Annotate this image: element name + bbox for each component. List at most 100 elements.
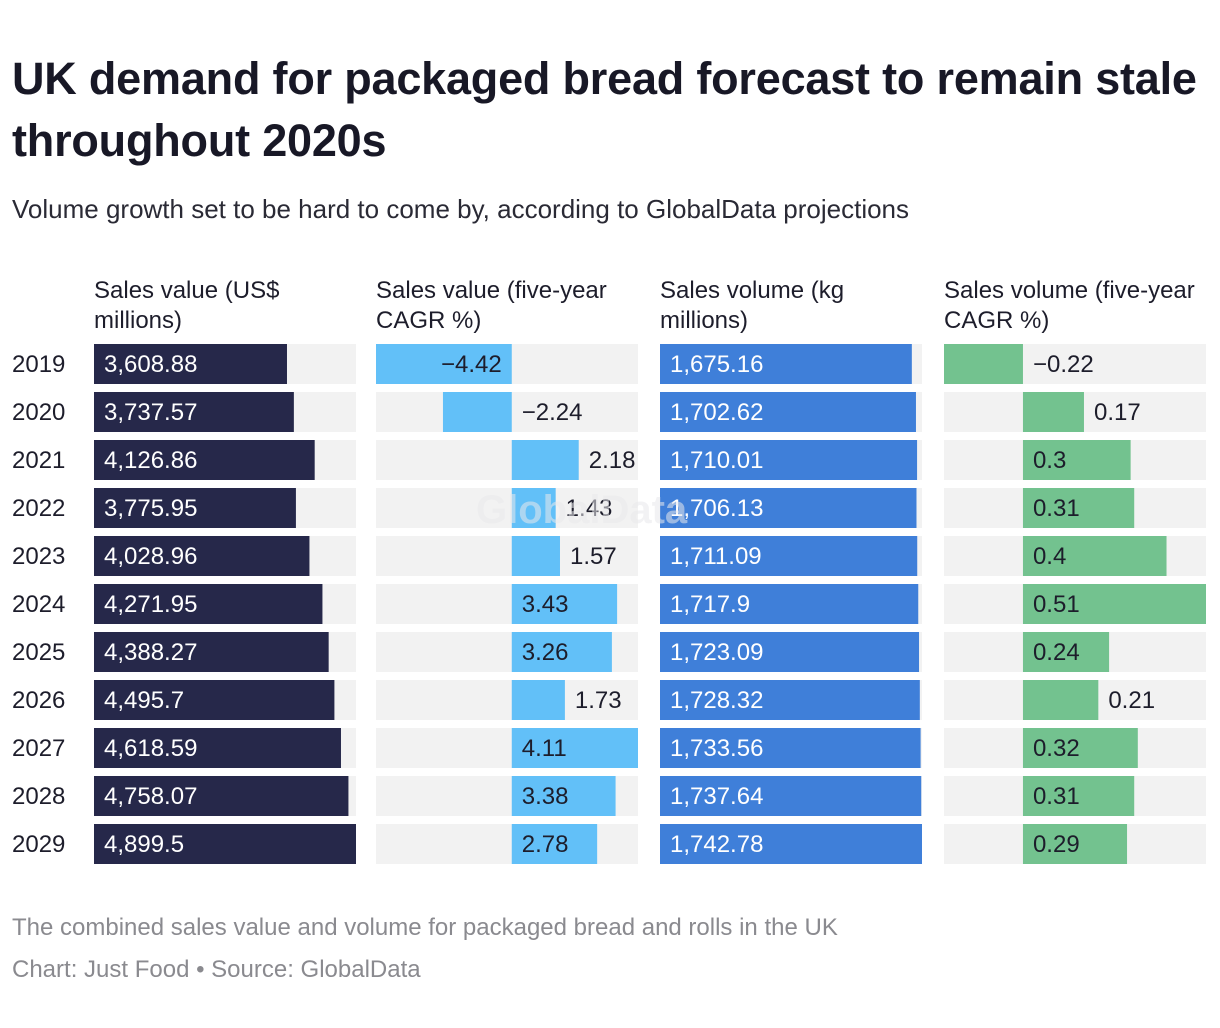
row-label-2026: 2026 (12, 687, 65, 714)
data-label-col4-2019: −0.22 (1033, 351, 1094, 378)
data-label-col1-2020: 3,737.57 (104, 399, 197, 426)
data-label-col4-2022: 0.31 (1033, 495, 1080, 522)
bar-col1-2023 (94, 536, 310, 576)
column-header-4-line-1: Sales volume (five-year (944, 277, 1195, 304)
bar-col4-2026 (1022, 680, 1099, 720)
bar-col2-2019 (376, 344, 512, 384)
data-label-col2-2022: 1.43 (566, 495, 613, 522)
column-header-3-line-2: millions) (660, 307, 748, 334)
bar-col1-2021 (94, 440, 315, 480)
data-label-col2-2024: 3.43 (522, 591, 569, 618)
bar-table-chart: 2019 2020 2021 2022 2023 2024 2025 2026 2027 2028… (12, 277, 1206, 864)
bar-col2-2026 (511, 680, 565, 720)
bar-col2-2022 (511, 488, 556, 528)
column-header-1-line-2: millions) (94, 307, 182, 334)
bar-track-col2-2022 (376, 488, 638, 528)
bar-col2-2029 (511, 824, 598, 864)
chart-title: UK demand for packaged bread forecast to… (12, 53, 1197, 166)
bar-col2-2020 (442, 392, 512, 432)
bar-col1-2029 (94, 824, 356, 864)
bar-col1-2026 (94, 680, 335, 720)
data-label-col1-2025: 4,388.27 (104, 639, 197, 666)
data-label-col3-2026: 1,728.32 (670, 687, 763, 714)
row-label-2022: 2022 (12, 495, 65, 522)
bar-col3-2027 (660, 728, 921, 768)
bar-track-col2-2023 (376, 536, 638, 576)
data-label-col4-2025: 0.24 (1033, 639, 1080, 666)
data-label-col2-2021: 2.18 (589, 447, 636, 474)
bar-col4-2023 (1022, 536, 1167, 576)
bar-col2-2023 (511, 536, 560, 576)
data-label-col3-2027: 1,733.56 (670, 735, 763, 762)
bar-col4-2027 (1022, 728, 1138, 768)
bar-col1-2027 (94, 728, 341, 768)
bar-track-col2-2021 (376, 440, 638, 480)
bar-col1-2025 (94, 632, 329, 672)
data-label-col3-2029: 1,742.78 (670, 831, 763, 858)
row-label-2025: 2025 (12, 639, 65, 666)
data-label-col4-2028: 0.31 (1033, 783, 1080, 810)
data-label-col4-2023: 0.4 (1033, 543, 1066, 570)
row-label-2020: 2020 (12, 399, 65, 426)
data-label-col3-2021: 1,710.01 (670, 447, 763, 474)
bar-col2-2021 (511, 440, 579, 480)
bar-col3-2020 (660, 392, 916, 432)
row-label-2029: 2029 (12, 831, 65, 858)
bar-col3-2023 (660, 536, 918, 576)
bar-track-col2-2026 (376, 680, 638, 720)
data-label-col1-2024: 4,271.95 (104, 591, 197, 618)
data-label-col3-2025: 1,723.09 (670, 639, 763, 666)
bar-col2-2027 (511, 728, 638, 768)
data-label-col2-2026: 1.73 (575, 687, 622, 714)
data-label-col1-2023: 4,028.96 (104, 543, 197, 570)
bar-col3-2021 (660, 440, 918, 480)
row-label-2019: 2019 (12, 351, 65, 378)
column-header-2-line-1: Sales value (five-year (376, 277, 607, 304)
data-label-col2-2023: 1.57 (570, 543, 617, 570)
bar-col4-2020 (1022, 392, 1084, 432)
data-label-col2-2027: 4.11 (522, 735, 567, 762)
data-label-col2-2020: −2.24 (522, 399, 583, 426)
data-label-col1-2027: 4,618.59 (104, 735, 197, 762)
data-label-col4-2021: 0.3 (1033, 447, 1066, 474)
bar-col3-2022 (660, 488, 917, 528)
data-label-col3-2023: 1,711.09 (670, 543, 762, 570)
data-label-col4-2027: 0.32 (1033, 735, 1080, 762)
row-label-2024: 2024 (12, 591, 65, 618)
bar-col4-2024 (1022, 584, 1206, 624)
footer-credit: Chart: Just Food • Source: GlobalData (12, 954, 421, 986)
data-label-col2-2028: 3.38 (522, 783, 569, 810)
data-label-col2-2029: 2.78 (522, 831, 569, 858)
bar-col2-2025 (511, 632, 612, 672)
data-label-col4-2026: 0.21 (1108, 687, 1155, 714)
column-header-4-line-2: CAGR %) (944, 307, 1049, 334)
data-label-col2-2025: 3.26 (522, 639, 569, 666)
data-label-col3-2024: 1,717.9 (670, 591, 750, 618)
bar-col1-2028 (94, 776, 349, 816)
row-label-2023: 2023 (12, 543, 65, 570)
bar-col4-2021 (1022, 440, 1131, 480)
data-label-col3-2028: 1,737.64 (670, 783, 763, 810)
data-label-col3-2020: 1,702.62 (670, 399, 763, 426)
bar-col3-2029 (660, 824, 922, 864)
bar-col1-2020 (94, 392, 294, 432)
bar-col4-2029 (1022, 824, 1128, 864)
bar-col4-2022 (1022, 488, 1135, 528)
footer-note: The combined sales value and volume for … (12, 914, 838, 941)
row-label-2021: 2021 (12, 447, 65, 474)
data-label-col3-2022: 1,706.13 (670, 495, 763, 522)
credit-source: Source: GlobalData (211, 956, 421, 983)
data-label-col1-2019: 3,608.88 (104, 351, 197, 378)
column-header-3-line-1: Sales volume (kg (660, 277, 844, 304)
bar-col3-2019 (660, 344, 912, 384)
bar-col3-2024 (660, 584, 919, 624)
row-label-2027: 2027 (12, 735, 65, 762)
column-header-1-line-1: Sales value (US$ (94, 277, 279, 304)
credit-separator: • (189, 956, 212, 983)
data-label-col1-2028: 4,758.07 (104, 783, 197, 810)
bar-col3-2028 (660, 776, 922, 816)
bar-col4-2019 (944, 344, 1023, 384)
bar-col1-2019 (94, 344, 287, 384)
bar-col3-2025 (660, 632, 920, 672)
column-header-2-line-2: CAGR %) (376, 307, 481, 334)
